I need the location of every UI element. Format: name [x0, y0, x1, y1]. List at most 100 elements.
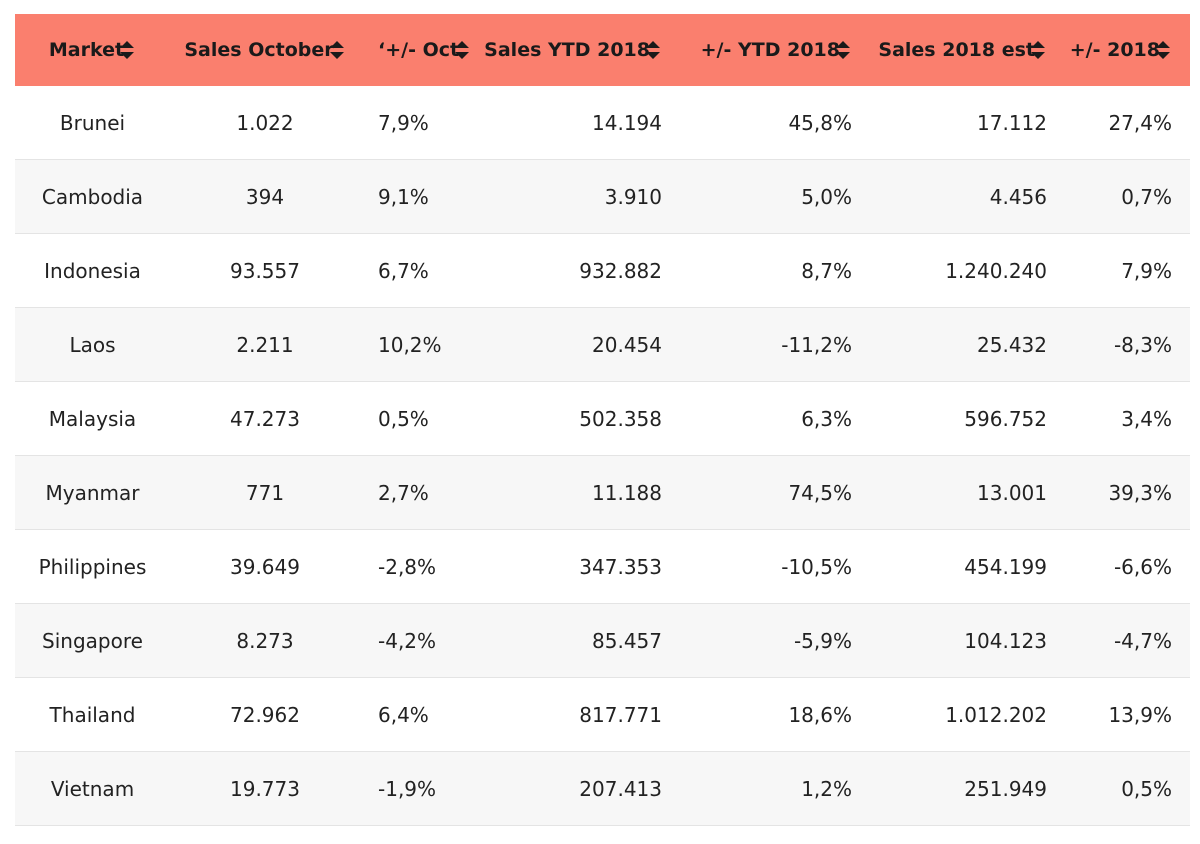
table-cell: -2,8% — [378, 554, 437, 579]
table-cell: 6,3% — [801, 406, 852, 431]
table-cell: 1.022 — [236, 110, 294, 135]
table-cell: Philippines — [38, 554, 147, 579]
table-cell: 72.962 — [230, 702, 300, 727]
table-cell: 25.432 — [977, 332, 1047, 357]
table-row: Brunei 1.022 7,9% 14.194 45,8% 17.112 27,4% — [15, 86, 1190, 160]
table-cell: 4.456 — [989, 184, 1047, 209]
table-cell: 0,5% — [378, 406, 429, 431]
table-cell: 8.273 — [236, 628, 294, 653]
table-row: Myanmar 771 2,7% 11.188 74,5% 13.001 39,3% — [15, 456, 1190, 530]
sort-icon[interactable] — [644, 40, 662, 60]
table-cell: 2.211 — [236, 332, 294, 357]
column-header[interactable]: Sales October — [170, 14, 360, 86]
table-row: Thailand 72.962 6,4% 817.771 18,6% 1.012.202 1… — [15, 678, 1190, 752]
table-cell: 251.949 — [964, 776, 1047, 801]
table-cell: 14.194 — [592, 110, 662, 135]
table-cell: 17.112 — [977, 110, 1047, 135]
header-row: Market Sales October ‘+/- Oct Sales YTD 201… — [15, 14, 1190, 86]
table-cell: Malaysia — [48, 406, 137, 431]
table-cell: 74,5% — [788, 480, 852, 505]
table-cell: 817.771 — [579, 702, 662, 727]
table-cell: Myanmar — [45, 480, 140, 505]
table-row: Vietnam 19.773 -1,9% 207.413 1,2% 251.949 0,5% — [15, 752, 1190, 826]
table-cell: 3.910 — [604, 184, 662, 209]
table-cell: 3,4% — [1121, 406, 1172, 431]
sort-icon[interactable] — [1029, 40, 1047, 60]
table-cell: 7,9% — [1121, 258, 1172, 283]
column-header[interactable]: Sales 2018 est — [870, 14, 1065, 86]
table-cell: 45,8% — [788, 110, 852, 135]
header-text: Sales YTD 2018 — [484, 39, 650, 61]
table-cell: 596.752 — [964, 406, 1047, 431]
table-cell: 1,2% — [801, 776, 852, 801]
header-text: Market — [48, 39, 125, 61]
sort-icon[interactable] — [453, 40, 470, 60]
table-cell: -10,5% — [781, 554, 852, 579]
column-header[interactable]: ‘+/- Oct — [360, 14, 470, 86]
table-cell: 0,5% — [1121, 776, 1172, 801]
sales-table: Market Sales October ‘+/- Oct Sales YTD 201… — [15, 14, 1190, 826]
table-cell: 347.353 — [579, 554, 662, 579]
table-cell: 18,6% — [788, 702, 852, 727]
table-row: Malaysia 47.273 0,5% 502.358 6,3% 596.752 3,4% — [15, 382, 1190, 456]
table-cell: 1.012.202 — [945, 702, 1047, 727]
header-text: Sales 2018 est — [878, 39, 1035, 61]
table-cell: 207.413 — [579, 776, 662, 801]
table-cell: 2,7% — [378, 480, 429, 505]
table-cell: Singapore — [42, 628, 143, 653]
table-cell: -11,2% — [781, 332, 852, 357]
table-cell: 39.649 — [230, 554, 300, 579]
table-cell: 13.001 — [977, 480, 1047, 505]
header-text: +/- YTD 2018 — [700, 39, 840, 61]
table-cell: 454.199 — [964, 554, 1047, 579]
table-row: Cambodia 394 9,1% 3.910 5,0% 4.456 0,7% — [15, 160, 1190, 234]
table-cell: Brunei — [59, 110, 126, 135]
table-cell: -4,2% — [378, 628, 437, 653]
table-cell: 502.358 — [579, 406, 662, 431]
table-cell: 85.457 — [592, 628, 662, 653]
table-cell: 13,9% — [1108, 702, 1172, 727]
table-cell: Indonesia — [44, 258, 141, 283]
sort-icon[interactable] — [118, 40, 136, 60]
table-cell: 11.188 — [592, 480, 662, 505]
sort-icon[interactable] — [834, 40, 852, 60]
table-cell: 47.273 — [230, 406, 300, 431]
table-cell: -4,7% — [1113, 628, 1172, 653]
sort-icon[interactable] — [328, 40, 346, 60]
column-header[interactable]: +/- 2018 — [1065, 14, 1190, 86]
table-cell: 394 — [245, 184, 285, 209]
table-cell: 104.123 — [964, 628, 1047, 653]
table-cell: 93.557 — [230, 258, 300, 283]
column-header[interactable]: Market — [15, 14, 170, 86]
table-cell: 0,7% — [1121, 184, 1172, 209]
header-text: ‘+/- Oct — [378, 39, 460, 61]
table-cell: 9,1% — [378, 184, 429, 209]
column-header[interactable]: Sales YTD 2018 — [470, 14, 680, 86]
sort-icon[interactable] — [1154, 40, 1172, 60]
table-cell: Thailand — [49, 702, 136, 727]
table-cell: 27,4% — [1108, 110, 1172, 135]
header-text: Sales October — [184, 39, 334, 61]
table-cell: 6,7% — [378, 258, 429, 283]
table-cell: 7,9% — [378, 110, 429, 135]
table-row: Philippines 39.649 -2,8% 347.353 -10,5% 454.1… — [15, 530, 1190, 604]
table-cell: -1,9% — [378, 776, 437, 801]
table-cell: 20.454 — [592, 332, 662, 357]
table-cell: Laos — [69, 332, 116, 357]
table-row: Singapore 8.273 -4,2% 85.457 -5,9% 104.123 -4,… — [15, 604, 1190, 678]
column-header[interactable]: +/- YTD 2018 — [680, 14, 870, 86]
table-cell: 10,2% — [378, 332, 442, 357]
table-cell: -8,3% — [1113, 332, 1172, 357]
table-cell: Vietnam — [50, 776, 135, 801]
table-row: Laos 2.211 10,2% 20.454 -11,2% 25.432 -8,3% — [15, 308, 1190, 382]
table-cell: Cambodia — [41, 184, 144, 209]
table-cell: 5,0% — [801, 184, 852, 209]
table-cell: 771 — [245, 480, 285, 505]
table-row: Indonesia 93.557 6,7% 932.882 8,7% 1.240.240 7… — [15, 234, 1190, 308]
header-text: +/- 2018 — [1069, 39, 1160, 61]
table-cell: 19.773 — [230, 776, 300, 801]
table-cell: 6,4% — [378, 702, 429, 727]
table-cell: 8,7% — [801, 258, 852, 283]
table-cell: 1.240.240 — [945, 258, 1047, 283]
